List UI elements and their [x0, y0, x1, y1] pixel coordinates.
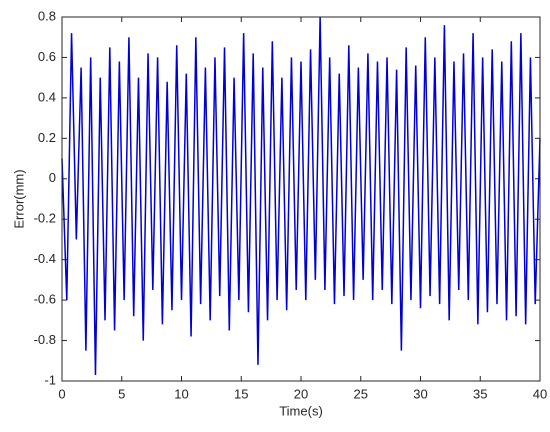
y-axis-label: Error(mm) [11, 169, 26, 228]
x-tick-label: 10 [174, 386, 188, 401]
y-tick-label: 0 [49, 170, 56, 185]
data-line [61, 16, 541, 375]
plot-frame [61, 16, 541, 382]
y-tick-label: 0.4 [38, 89, 56, 104]
x-tick-label: 25 [354, 386, 368, 401]
x-tick-label: 15 [234, 386, 248, 401]
y-tick-label: -1 [44, 372, 56, 387]
x-tick-label: 5 [118, 386, 125, 401]
x-tick-label: 40 [533, 386, 547, 401]
x-tick-label: 20 [294, 386, 308, 401]
x-tick-label: 30 [413, 386, 427, 401]
x-tick-label: 35 [473, 386, 487, 401]
y-tick-label: -0.2 [34, 211, 56, 226]
y-tick-label: 0.8 [38, 8, 56, 23]
x-axis-label: Time(s) [279, 403, 323, 418]
x-tick-label: 0 [58, 386, 65, 401]
y-tick-label: -0.6 [34, 292, 56, 307]
y-tick-label: -0.8 [34, 332, 56, 347]
y-tick-label: -0.4 [34, 251, 56, 266]
y-tick-label: 0.6 [38, 49, 56, 64]
y-tick-label: 0.2 [38, 130, 56, 145]
